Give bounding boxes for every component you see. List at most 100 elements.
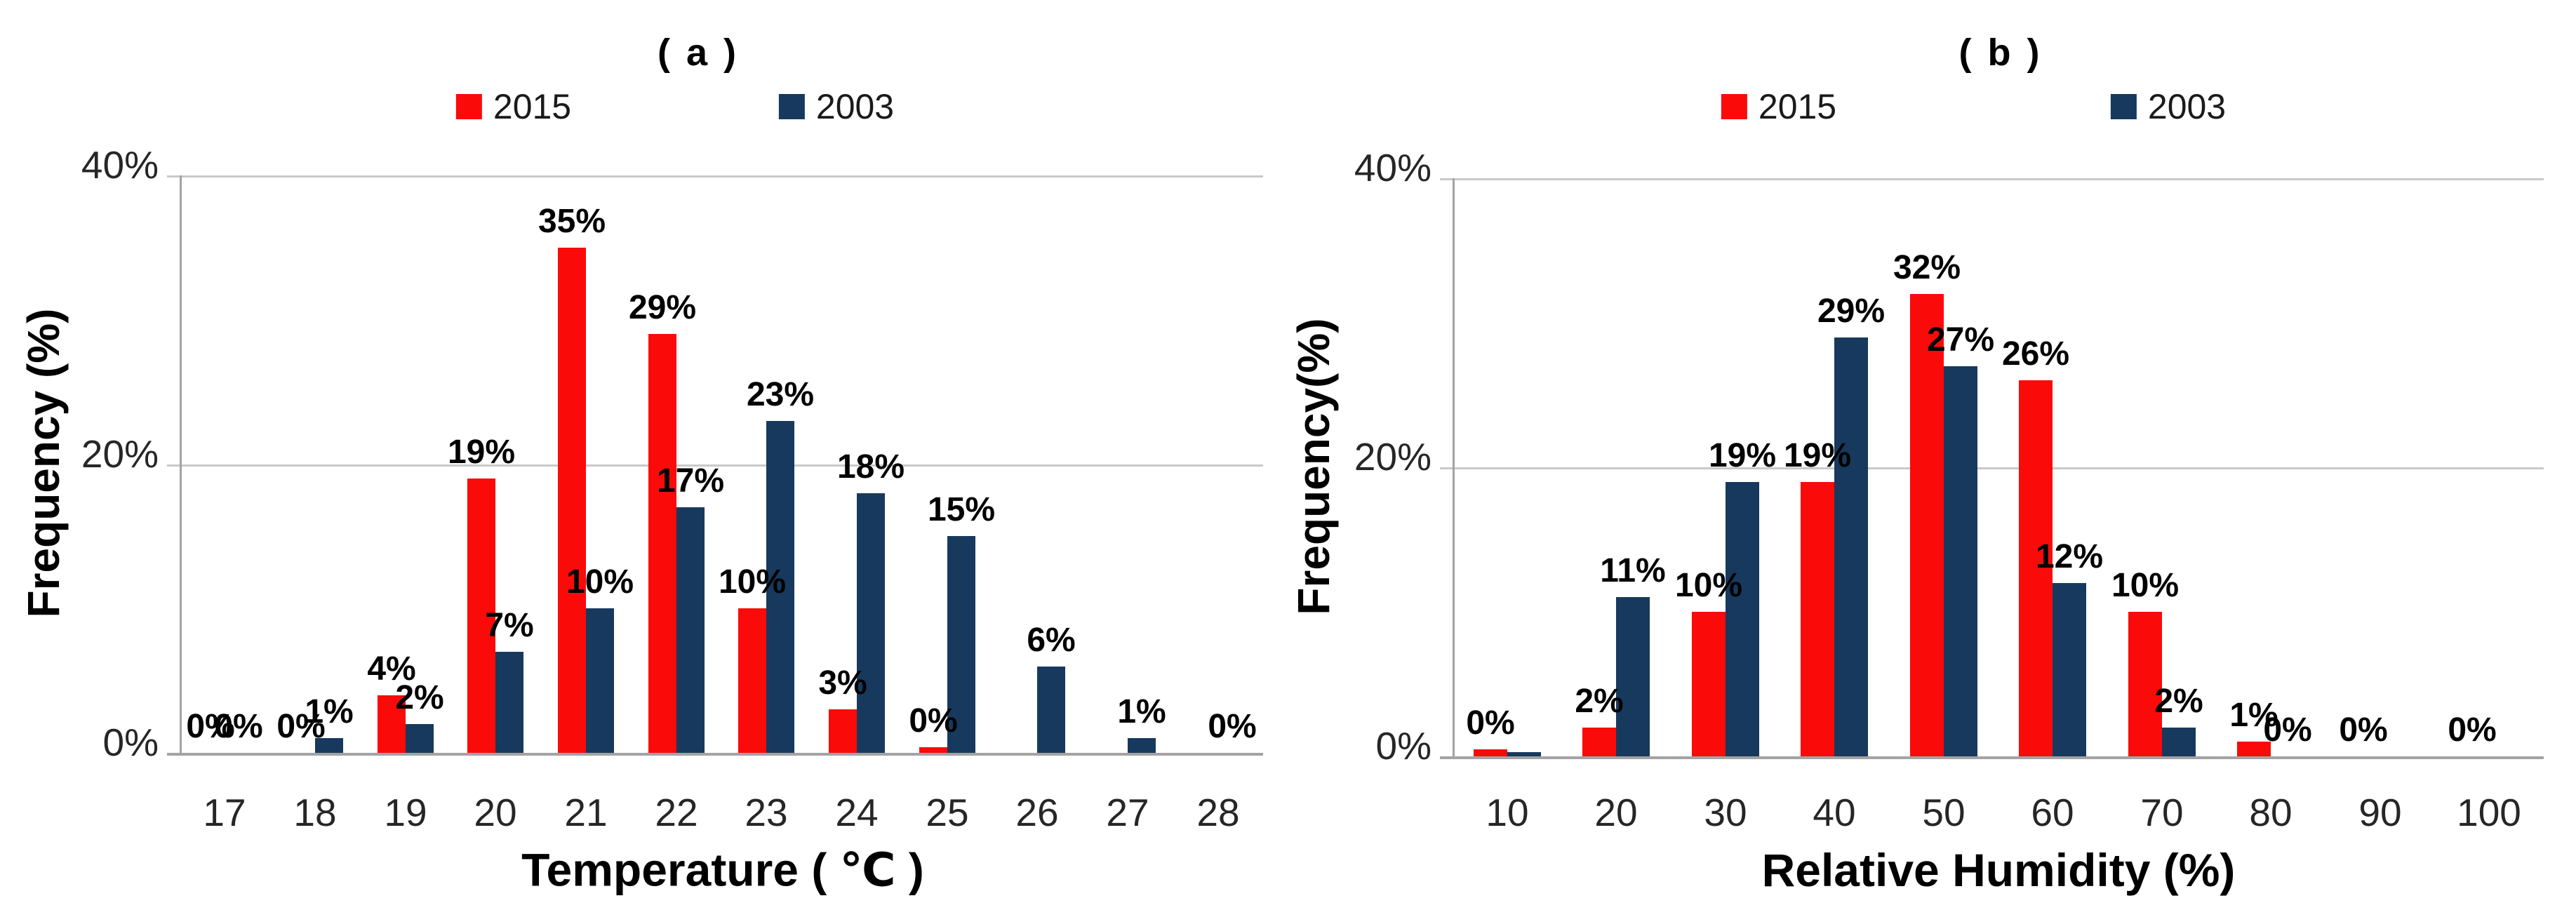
bar-label-2003-20: 7% — [485, 607, 534, 644]
bar-2003-30 — [1726, 482, 1759, 756]
y-tick-label: 0% — [102, 721, 159, 764]
legend-label: 2003 — [2147, 87, 2227, 126]
bar-2003-21 — [586, 608, 614, 753]
x-tick-label-70: 70 — [2140, 791, 2184, 834]
bar-label-2015-19: 4% — [367, 650, 416, 688]
gridline-20 — [167, 464, 1263, 467]
x-tick-label-90: 90 — [2358, 791, 2402, 834]
bar-label-2003-20: 11% — [1600, 552, 1666, 589]
bar-label-2015-100: 0% — [2448, 711, 2497, 749]
bar-2015-20 — [1582, 728, 1616, 756]
bar-2015-19 — [378, 695, 406, 753]
bar-2003-20 — [1616, 597, 1650, 756]
bar-2015-21 — [558, 248, 586, 753]
x-tick-label-19: 19 — [384, 791, 427, 834]
legend-swatch-2015 — [1721, 94, 1747, 119]
bar-2003-19 — [406, 724, 434, 753]
y-tick-label: 0% — [1375, 724, 1432, 768]
bar-label-2015-30: 10% — [1674, 567, 1743, 604]
x-axis-line — [1440, 756, 2544, 759]
bar-2003-60 — [2053, 583, 2086, 756]
y-tick-label: 20% — [1354, 435, 1432, 479]
x-tick-label-21: 21 — [564, 791, 608, 834]
bar-2015-70 — [2128, 612, 2162, 756]
x-tick-label-50: 50 — [1922, 791, 1966, 834]
legend-swatch-2003 — [2110, 94, 2137, 119]
legend-label: 2015 — [1758, 87, 1837, 126]
y-axis-label: Frequency(%) — [1288, 318, 1339, 615]
bar-2015-20 — [467, 479, 495, 753]
bar-2003-23 — [766, 421, 794, 753]
bar-label-2003-80: 0% — [2263, 711, 2312, 749]
bar-label-2003-27: 1% — [1117, 693, 1166, 730]
legend-label: 2015 — [493, 87, 572, 126]
y-tick-label: 40% — [1354, 146, 1432, 189]
bar-label-2015-70: 10% — [2111, 567, 2180, 604]
bar-label-2015-23: 10% — [718, 563, 787, 601]
x-tick-label-22: 22 — [655, 791, 698, 834]
bar-2003-26 — [1037, 667, 1065, 753]
bar-2003-10 — [1507, 752, 1541, 756]
bar-label-2003-19: 2% — [395, 679, 444, 716]
y-tick-label: 40% — [81, 143, 159, 187]
x-tick-label-100: 100 — [2457, 791, 2521, 834]
bar-2015-80 — [2237, 742, 2271, 756]
x-tick-label-27: 27 — [1106, 791, 1149, 834]
bar-label-2003-26: 6% — [1027, 622, 1076, 659]
y-axis-line — [180, 175, 182, 753]
x-tick-label-24: 24 — [835, 791, 879, 834]
x-tick-label-23: 23 — [745, 791, 788, 834]
bar-label-2015-22: 29% — [628, 289, 697, 326]
bar-2015-25 — [919, 747, 947, 753]
x-tick-label-26: 26 — [1015, 791, 1059, 834]
bar-label-2015-18: 0% — [276, 708, 326, 745]
bar-label-2015-80: 1% — [2229, 697, 2278, 734]
chart-title: ( b ) — [1958, 32, 2043, 74]
bar-2003-20 — [495, 652, 523, 753]
bar-2003-24 — [857, 493, 885, 753]
x-tick-label-17: 17 — [203, 791, 246, 834]
bar-label-2015-50: 32% — [1893, 249, 1961, 286]
legend-item-2003: 2003 — [778, 86, 895, 127]
x-tick-label-60: 60 — [2031, 791, 2074, 834]
bar-label-2003-30: 19% — [1708, 437, 1777, 474]
bar-label-2015-20: 19% — [447, 434, 516, 471]
bar-2003-22 — [676, 507, 705, 753]
bar-label-2003-22: 17% — [656, 462, 725, 500]
bar-label-2015-21: 35% — [538, 203, 606, 240]
y-axis-label: Frequency (%) — [18, 308, 69, 618]
bar-2003-50 — [1944, 366, 1977, 756]
bar-label-2015-40: 19% — [1783, 437, 1852, 474]
bar-2015-23 — [738, 608, 766, 753]
bar-label-2003-23: 23% — [746, 376, 815, 413]
bar-label-2003-21: 10% — [566, 563, 634, 601]
bar-2003-40 — [1834, 337, 1868, 756]
bar-label-2003-60: 12% — [2035, 538, 2104, 575]
x-tick-label-28: 28 — [1196, 791, 1240, 834]
legend-label: 2003 — [815, 87, 895, 126]
bar-label-2003-28: 0% — [1208, 708, 1257, 745]
x-tick-label-25: 25 — [926, 791, 969, 834]
x-tick-label-30: 30 — [1704, 791, 1747, 834]
bar-2015-24 — [829, 709, 857, 753]
bar-2003-25 — [947, 536, 975, 753]
gridline-40 — [1440, 178, 2544, 180]
bar-2015-50 — [1910, 294, 1944, 756]
legend-swatch-2015 — [455, 94, 482, 119]
legend-item-2015: 2015 — [455, 86, 572, 127]
x-tick-label-18: 18 — [293, 791, 337, 834]
x-tick-label-20: 20 — [474, 791, 517, 834]
bar-label-2015-20: 2% — [1575, 683, 1624, 720]
x-axis-title: Temperature ( ℃ ) — [521, 843, 924, 896]
x-tick-label-20: 20 — [1594, 791, 1638, 834]
bar-label-2003-17: 0% — [214, 708, 263, 745]
x-axis-title: Relative Humidity (%) — [1761, 844, 2236, 896]
bar-label-2003-50: 27% — [1926, 321, 1995, 359]
x-tick-label-40: 40 — [1813, 791, 1856, 834]
bar-label-2003-24: 18% — [836, 448, 905, 486]
bar-2015-10 — [1474, 749, 1507, 756]
bar-label-2015-25: 0% — [909, 702, 958, 740]
legend-item-2015: 2015 — [1721, 86, 1836, 127]
bar-2015-30 — [1692, 612, 1726, 756]
